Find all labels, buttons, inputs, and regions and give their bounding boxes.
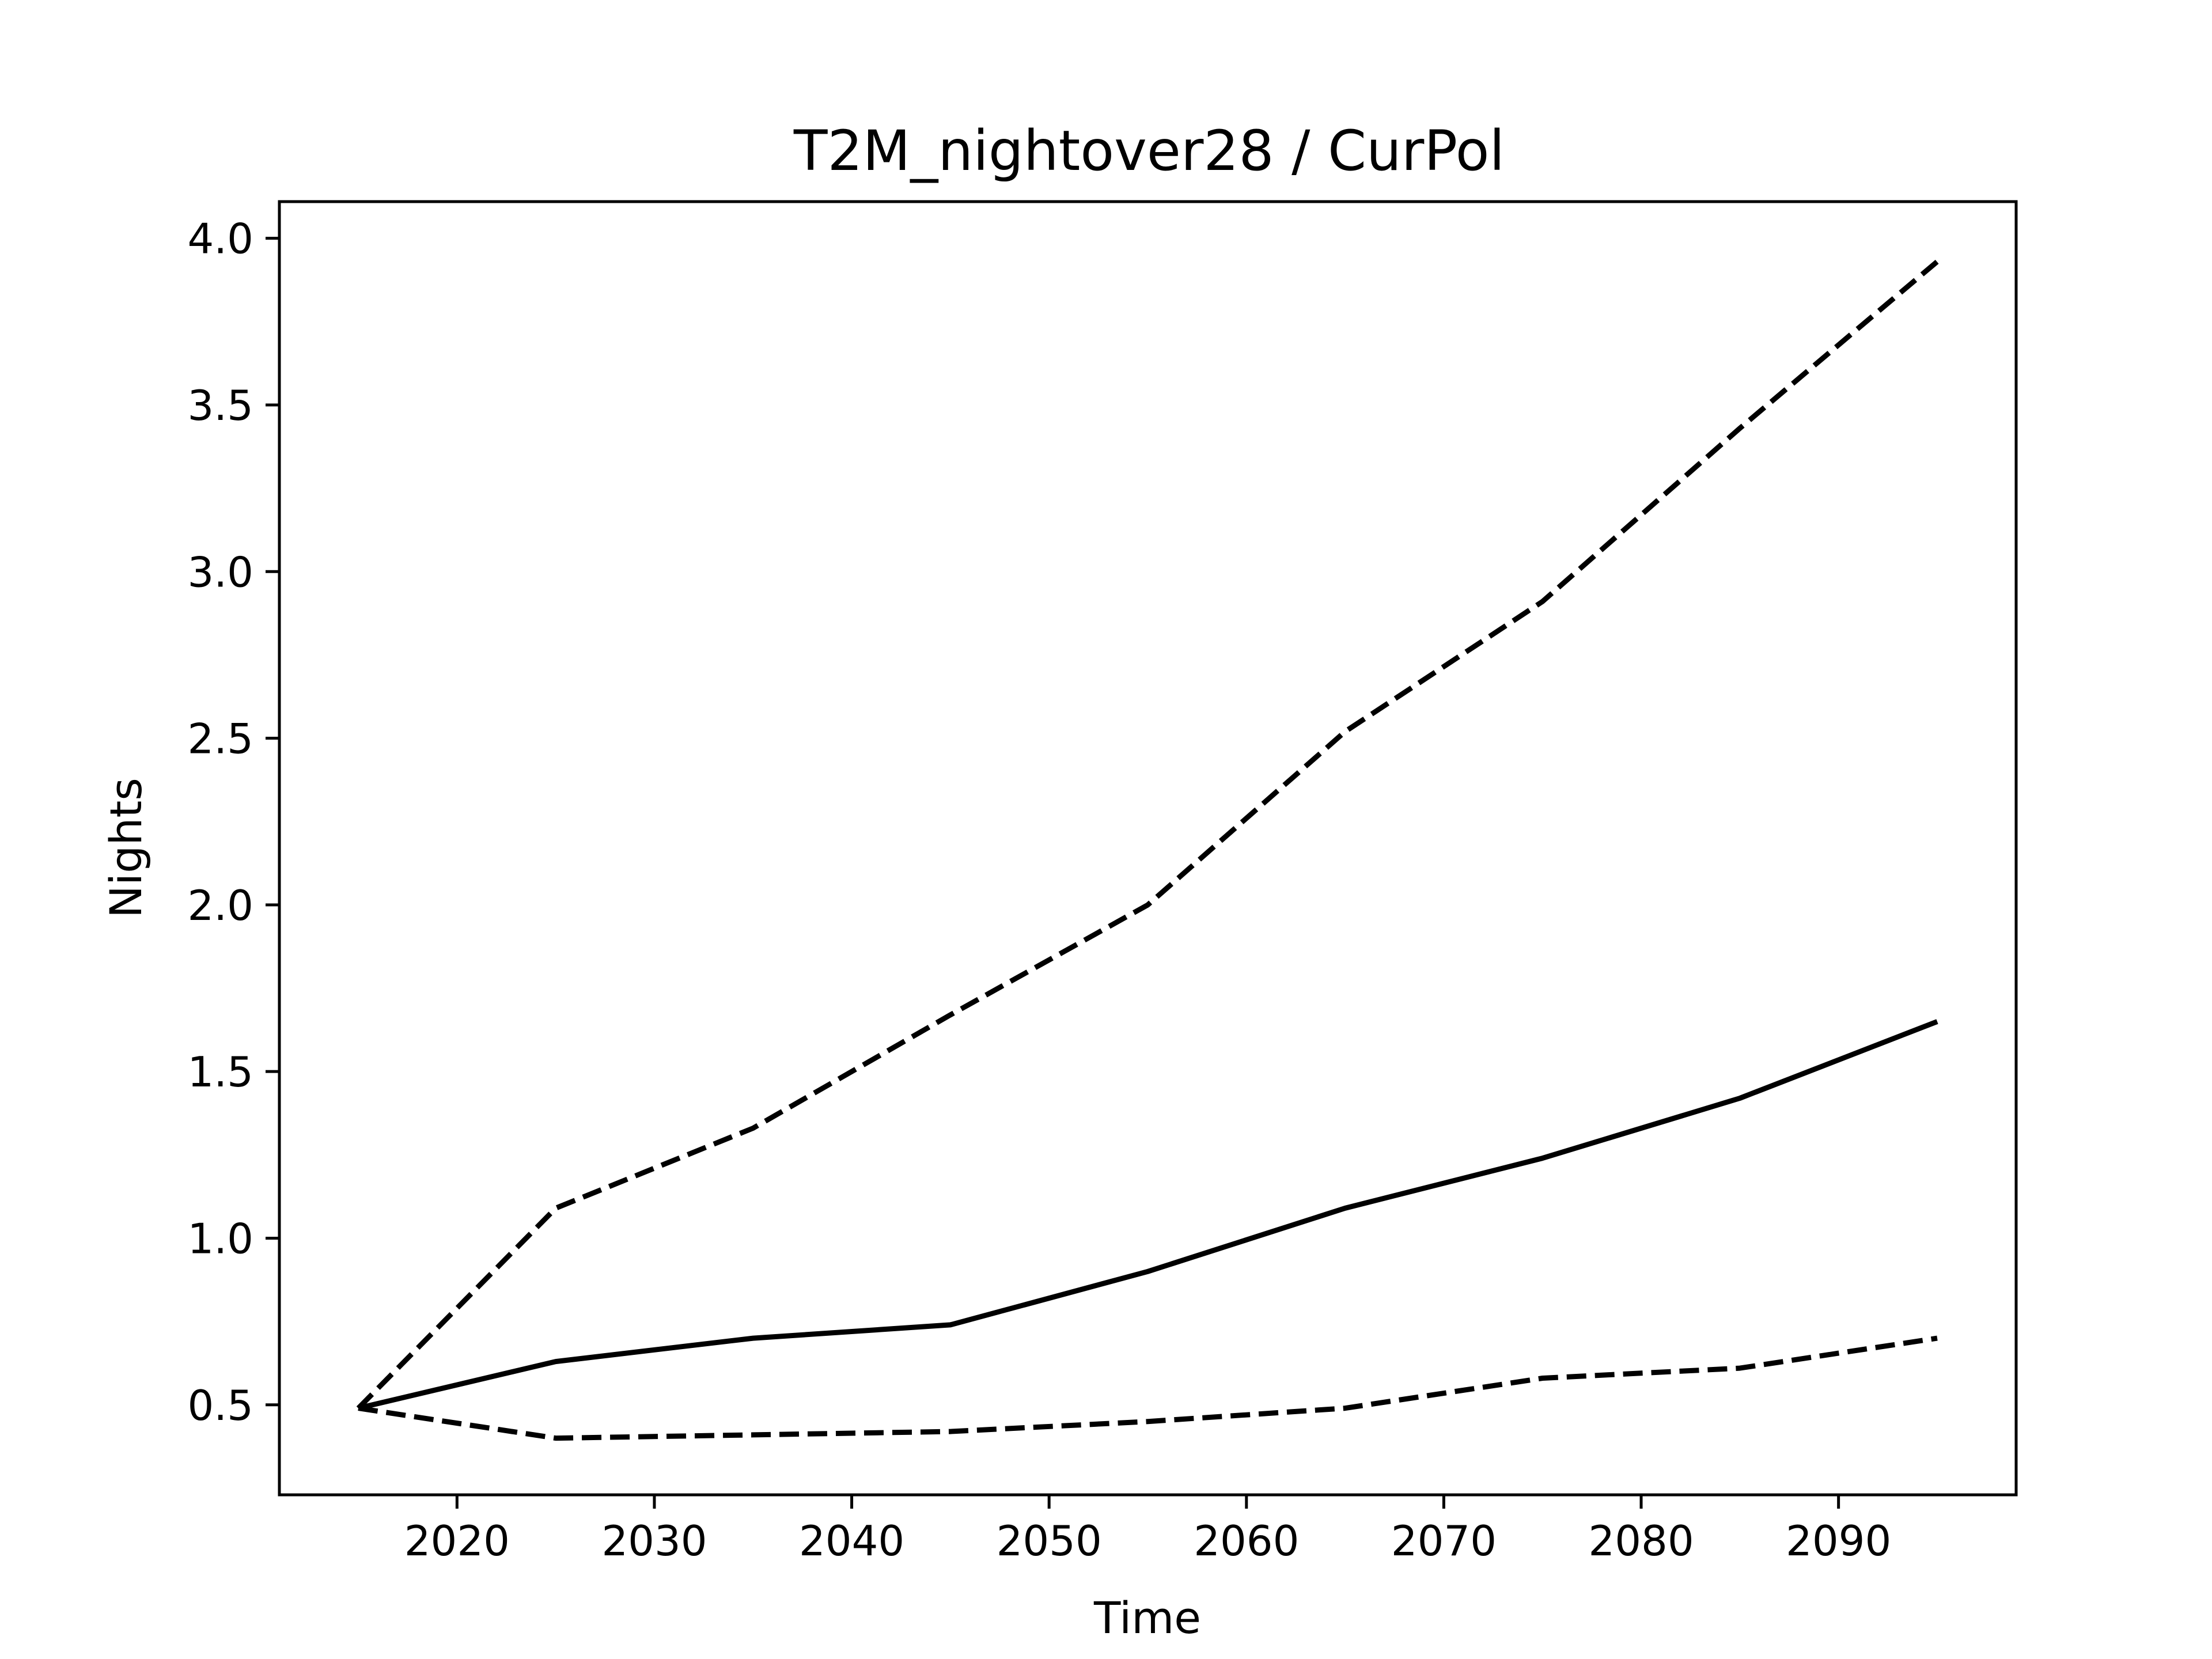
x-tick-label: 2070 [1391, 1517, 1497, 1565]
series-line-2 [357, 1019, 1938, 1411]
x-tick-label: 2040 [799, 1517, 904, 1565]
y-axis-label: Nights [100, 778, 151, 918]
y-tick-label: 3.5 [187, 381, 253, 430]
y-tick-label: 1.0 [187, 1214, 253, 1263]
y-tick-label: 0.5 [187, 1381, 253, 1430]
x-tick-label: 2030 [601, 1517, 707, 1565]
y-tick-label: 1.5 [187, 1048, 253, 1096]
y-tick-label: 2.5 [187, 715, 253, 763]
y-tick-label: 4.0 [187, 215, 253, 263]
x-tick-label: 2020 [404, 1517, 510, 1565]
y-tick-label: 2.0 [187, 881, 253, 930]
plot-area [356, 259, 1939, 1441]
x-tick-label: 2050 [997, 1517, 1102, 1565]
y-tick-label: 3.0 [187, 548, 253, 596]
x-tick-label: 2060 [1194, 1517, 1299, 1565]
axes-frame [278, 200, 2018, 1497]
series-line-3 [358, 1335, 1938, 1441]
x-axis-label: Time [1093, 1592, 1201, 1643]
series-line-1 [356, 259, 1939, 1410]
x-axis: 2020 2030 2040 2050 2060 2070 2080 2090 [404, 1495, 1891, 1565]
x-tick-label: 2090 [1786, 1517, 1891, 1565]
chart-title: T2M_nightover28 / CurPol [793, 119, 1505, 183]
y-axis: 0.5 1.0 1.5 2.0 2.5 3.0 3.5 4.0 [187, 215, 279, 1430]
x-tick-label: 2080 [1588, 1517, 1694, 1565]
